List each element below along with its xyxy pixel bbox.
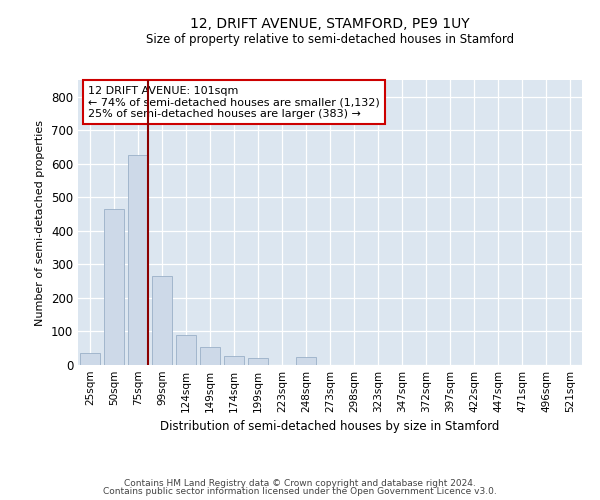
- Text: Contains public sector information licensed under the Open Government Licence v3: Contains public sector information licen…: [103, 487, 497, 496]
- Bar: [224, 356, 244, 365]
- Text: Contains HM Land Registry data © Crown copyright and database right 2024.: Contains HM Land Registry data © Crown c…: [124, 478, 476, 488]
- Y-axis label: Number of semi-detached properties: Number of semi-detached properties: [35, 120, 46, 326]
- Text: Size of property relative to semi-detached houses in Stamford: Size of property relative to semi-detach…: [146, 32, 514, 46]
- Bar: [176, 335, 196, 365]
- Bar: [296, 356, 316, 365]
- Bar: [200, 346, 220, 365]
- Text: 12 DRIFT AVENUE: 101sqm
← 74% of semi-detached houses are smaller (1,132)
25% of: 12 DRIFT AVENUE: 101sqm ← 74% of semi-de…: [88, 86, 380, 119]
- Bar: [80, 354, 100, 365]
- Text: 12, DRIFT AVENUE, STAMFORD, PE9 1UY: 12, DRIFT AVENUE, STAMFORD, PE9 1UY: [190, 18, 470, 32]
- X-axis label: Distribution of semi-detached houses by size in Stamford: Distribution of semi-detached houses by …: [160, 420, 500, 434]
- Bar: [128, 156, 148, 365]
- Bar: [152, 276, 172, 365]
- Bar: [104, 209, 124, 365]
- Bar: [248, 358, 268, 365]
